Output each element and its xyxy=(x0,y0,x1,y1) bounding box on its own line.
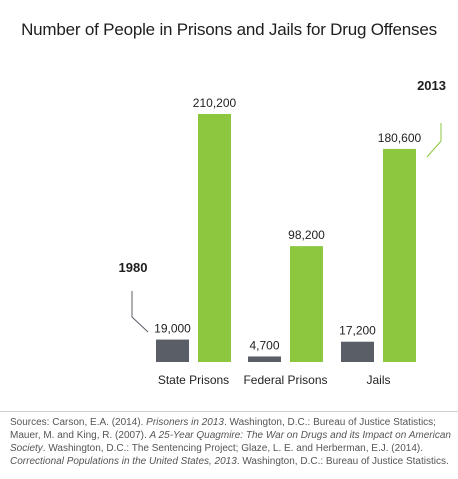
category-label: Jails xyxy=(366,373,390,387)
chart-title: Number of People in Prisons and Jails fo… xyxy=(21,20,437,39)
value-label: 180,600 xyxy=(378,131,422,145)
bar-1980-federal-prisons xyxy=(248,356,281,362)
footer-divider xyxy=(0,411,458,412)
value-label: 17,200 xyxy=(339,324,376,338)
value-label: 210,200 xyxy=(193,96,237,110)
bar-1980-jails xyxy=(341,341,374,362)
callout-line-2013 xyxy=(426,123,442,158)
category-label: Federal Prisons xyxy=(243,373,327,387)
source-title-2: A 25-Year Quagmire: The War on Drugs and… xyxy=(10,430,451,454)
bar-1980-state-prisons xyxy=(156,339,189,362)
bar-chart: 19,000 210,200 State Prisons 4,700 98,200 Fed… xyxy=(119,78,446,387)
value-label: 19,000 xyxy=(154,322,191,336)
sources-note: Sources: Carson, E.A. (2014). Prisoners … xyxy=(10,416,454,468)
source-title-3: Correctional Populations in the United S… xyxy=(10,456,237,467)
sources-part-1: . Washington, D.C.: Bureau of Justice St… xyxy=(10,417,436,441)
source-title-1: Prisoners in 2013 xyxy=(146,417,224,428)
sources-prefix: Sources: Carson, E.A. (2014). xyxy=(10,417,147,428)
value-label: 4,700 xyxy=(249,338,279,352)
bar-2013-state-prisons xyxy=(198,114,231,362)
bar-2013-jails xyxy=(383,148,416,362)
category-label: State Prisons xyxy=(158,373,229,387)
callout-line-1980 xyxy=(131,291,149,333)
series-label-2013: 2013 xyxy=(417,78,446,93)
sources-part-3: . Washington, D.C.: Bureau of Justice St… xyxy=(236,456,449,467)
bar-2013-federal-prisons xyxy=(290,246,323,362)
series-label-1980: 1980 xyxy=(119,260,148,275)
sources-part-2: . Washington, D.C.: The Sentencing Proje… xyxy=(42,443,423,454)
value-label: 98,200 xyxy=(288,228,325,242)
